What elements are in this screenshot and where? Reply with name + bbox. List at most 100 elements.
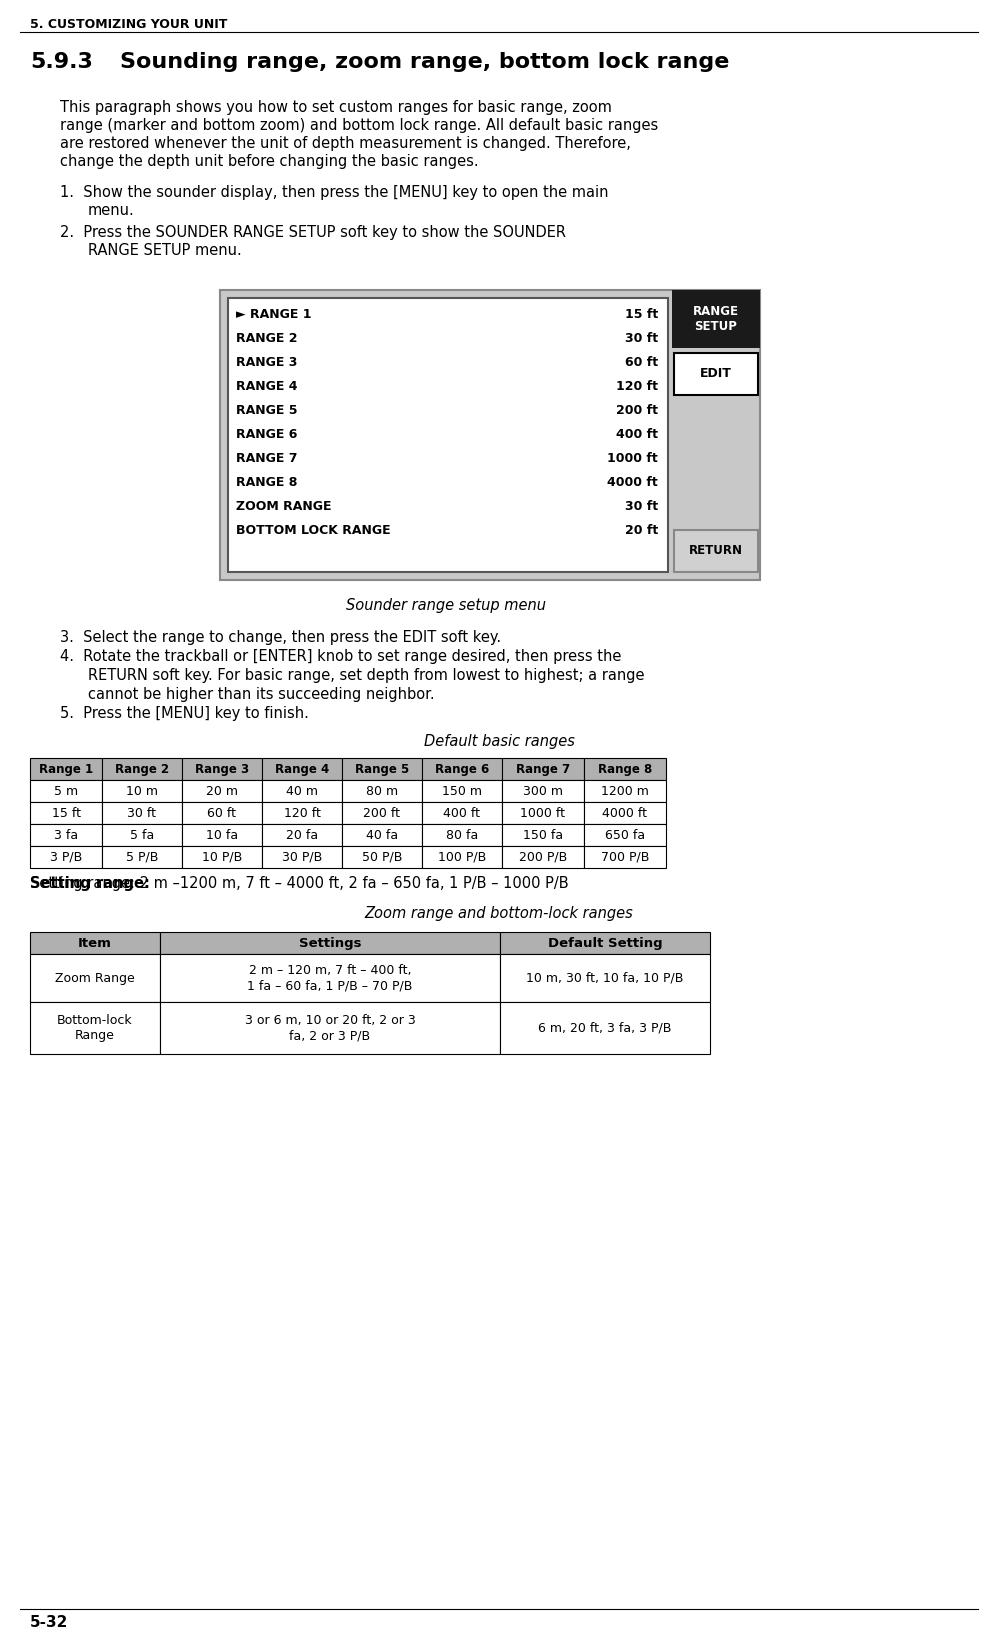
- FancyBboxPatch shape: [262, 825, 342, 846]
- Text: 30 ft: 30 ft: [625, 332, 658, 345]
- FancyBboxPatch shape: [342, 781, 422, 802]
- Text: Range 5: Range 5: [355, 763, 409, 776]
- Text: Item: Item: [78, 936, 112, 949]
- Text: 1200 m: 1200 m: [601, 784, 649, 797]
- Text: Setting range: 2 m –1200 m, 7 ft – 4000 ft, 2 fa – 650 fa, 1 P/B – 1000 P/B: Setting range: 2 m –1200 m, 7 ft – 4000 …: [30, 876, 569, 892]
- FancyBboxPatch shape: [502, 846, 584, 868]
- Text: 30 ft: 30 ft: [128, 807, 157, 820]
- Text: Range 1: Range 1: [39, 763, 93, 776]
- Text: Range 6: Range 6: [435, 763, 489, 776]
- Text: 20 fa: 20 fa: [286, 828, 318, 842]
- Text: 3.  Select the range to change, then press the EDIT soft key.: 3. Select the range to change, then pres…: [60, 629, 501, 644]
- FancyBboxPatch shape: [102, 825, 182, 846]
- Text: 700 P/B: 700 P/B: [601, 851, 649, 864]
- Text: 40 fa: 40 fa: [366, 828, 398, 842]
- Text: 5. CUSTOMIZING YOUR UNIT: 5. CUSTOMIZING YOUR UNIT: [30, 18, 228, 31]
- Text: 3 fa: 3 fa: [54, 828, 78, 842]
- Text: 80 fa: 80 fa: [446, 828, 478, 842]
- FancyBboxPatch shape: [500, 933, 710, 954]
- Text: 30 P/B: 30 P/B: [281, 851, 322, 864]
- FancyBboxPatch shape: [160, 933, 500, 954]
- Text: RANGE 5: RANGE 5: [236, 404, 297, 417]
- Text: 1.  Show the sounder display, then press the [MENU] key to open the main: 1. Show the sounder display, then press …: [60, 185, 609, 199]
- Text: 200 ft: 200 ft: [363, 807, 400, 820]
- Text: 5 P/B: 5 P/B: [126, 851, 159, 864]
- Text: 40 m: 40 m: [286, 784, 318, 797]
- FancyBboxPatch shape: [30, 825, 102, 846]
- Text: 10 m, 30 ft, 10 fa, 10 P/B: 10 m, 30 ft, 10 fa, 10 P/B: [526, 972, 684, 985]
- Text: ZOOM RANGE: ZOOM RANGE: [236, 500, 331, 513]
- Text: Zoom range and bottom-lock ranges: Zoom range and bottom-lock ranges: [364, 907, 634, 922]
- Text: 400 ft: 400 ft: [616, 428, 658, 441]
- FancyBboxPatch shape: [584, 758, 666, 781]
- FancyBboxPatch shape: [422, 758, 502, 781]
- Text: range (marker and bottom zoom) and bottom lock range. All default basic ranges: range (marker and bottom zoom) and botto…: [60, 118, 659, 132]
- Text: BOTTOM LOCK RANGE: BOTTOM LOCK RANGE: [236, 523, 390, 536]
- FancyBboxPatch shape: [500, 1002, 710, 1054]
- FancyBboxPatch shape: [262, 781, 342, 802]
- FancyBboxPatch shape: [160, 1002, 500, 1054]
- Text: 400 ft: 400 ft: [443, 807, 480, 820]
- Text: 60 ft: 60 ft: [625, 356, 658, 369]
- Text: 4.  Rotate the trackball or [ENTER] knob to set range desired, then press the: 4. Rotate the trackball or [ENTER] knob …: [60, 649, 622, 663]
- FancyBboxPatch shape: [672, 289, 760, 348]
- Text: EDIT: EDIT: [700, 368, 732, 381]
- Text: 10 P/B: 10 P/B: [202, 851, 243, 864]
- Text: RANGE 4: RANGE 4: [236, 379, 297, 392]
- FancyBboxPatch shape: [220, 289, 760, 580]
- Text: 6 m, 20 ft, 3 fa, 3 P/B: 6 m, 20 ft, 3 fa, 3 P/B: [538, 1021, 672, 1034]
- Text: 5-32: 5-32: [30, 1614, 69, 1629]
- Text: Range 3: Range 3: [195, 763, 250, 776]
- FancyBboxPatch shape: [182, 846, 262, 868]
- FancyBboxPatch shape: [342, 758, 422, 781]
- Text: ► RANGE 1: ► RANGE 1: [236, 307, 311, 320]
- FancyBboxPatch shape: [342, 846, 422, 868]
- Text: menu.: menu.: [88, 203, 135, 217]
- Text: 120 ft: 120 ft: [616, 379, 658, 392]
- FancyBboxPatch shape: [30, 758, 102, 781]
- Text: 60 ft: 60 ft: [208, 807, 237, 820]
- FancyBboxPatch shape: [502, 781, 584, 802]
- Text: This paragraph shows you how to set custom ranges for basic range, zoom: This paragraph shows you how to set cust…: [60, 100, 612, 114]
- Text: 3 P/B: 3 P/B: [50, 851, 82, 864]
- Text: 20 ft: 20 ft: [625, 523, 658, 536]
- Text: 4000 ft: 4000 ft: [607, 475, 658, 489]
- FancyBboxPatch shape: [102, 758, 182, 781]
- FancyBboxPatch shape: [102, 781, 182, 802]
- Text: 300 m: 300 m: [523, 784, 563, 797]
- Text: 10 fa: 10 fa: [206, 828, 239, 842]
- Text: RANGE SETUP menu.: RANGE SETUP menu.: [88, 243, 242, 258]
- FancyBboxPatch shape: [422, 802, 502, 825]
- FancyBboxPatch shape: [30, 781, 102, 802]
- FancyBboxPatch shape: [160, 954, 500, 1002]
- FancyBboxPatch shape: [502, 802, 584, 825]
- FancyBboxPatch shape: [182, 825, 262, 846]
- Text: change the depth unit before changing the basic ranges.: change the depth unit before changing th…: [60, 154, 479, 168]
- Text: RETURN soft key. For basic range, set depth from lowest to highest; a range: RETURN soft key. For basic range, set de…: [88, 668, 645, 683]
- FancyBboxPatch shape: [422, 781, 502, 802]
- FancyBboxPatch shape: [674, 529, 758, 572]
- FancyBboxPatch shape: [262, 758, 342, 781]
- Text: 15 ft: 15 ft: [625, 307, 658, 320]
- Text: cannot be higher than its succeeding neighbor.: cannot be higher than its succeeding nei…: [88, 686, 434, 701]
- Text: 10 m: 10 m: [126, 784, 158, 797]
- FancyBboxPatch shape: [422, 825, 502, 846]
- Text: 200 ft: 200 ft: [616, 404, 658, 417]
- Text: 650 fa: 650 fa: [605, 828, 645, 842]
- Text: 5 fa: 5 fa: [130, 828, 154, 842]
- Text: Zoom Range: Zoom Range: [55, 972, 135, 985]
- FancyBboxPatch shape: [30, 1002, 160, 1054]
- FancyBboxPatch shape: [102, 846, 182, 868]
- Text: 80 m: 80 m: [366, 784, 398, 797]
- FancyBboxPatch shape: [342, 825, 422, 846]
- Text: Default Setting: Default Setting: [548, 936, 663, 949]
- FancyBboxPatch shape: [182, 781, 262, 802]
- Text: RETURN: RETURN: [689, 544, 743, 557]
- FancyBboxPatch shape: [584, 781, 666, 802]
- Text: Default basic ranges: Default basic ranges: [423, 735, 575, 750]
- FancyBboxPatch shape: [102, 802, 182, 825]
- Text: Sounding range, zoom range, bottom lock range: Sounding range, zoom range, bottom lock …: [120, 52, 730, 72]
- Text: Range 7: Range 7: [516, 763, 570, 776]
- Text: Sounder range setup menu: Sounder range setup menu: [346, 598, 546, 613]
- Text: 150 m: 150 m: [442, 784, 482, 797]
